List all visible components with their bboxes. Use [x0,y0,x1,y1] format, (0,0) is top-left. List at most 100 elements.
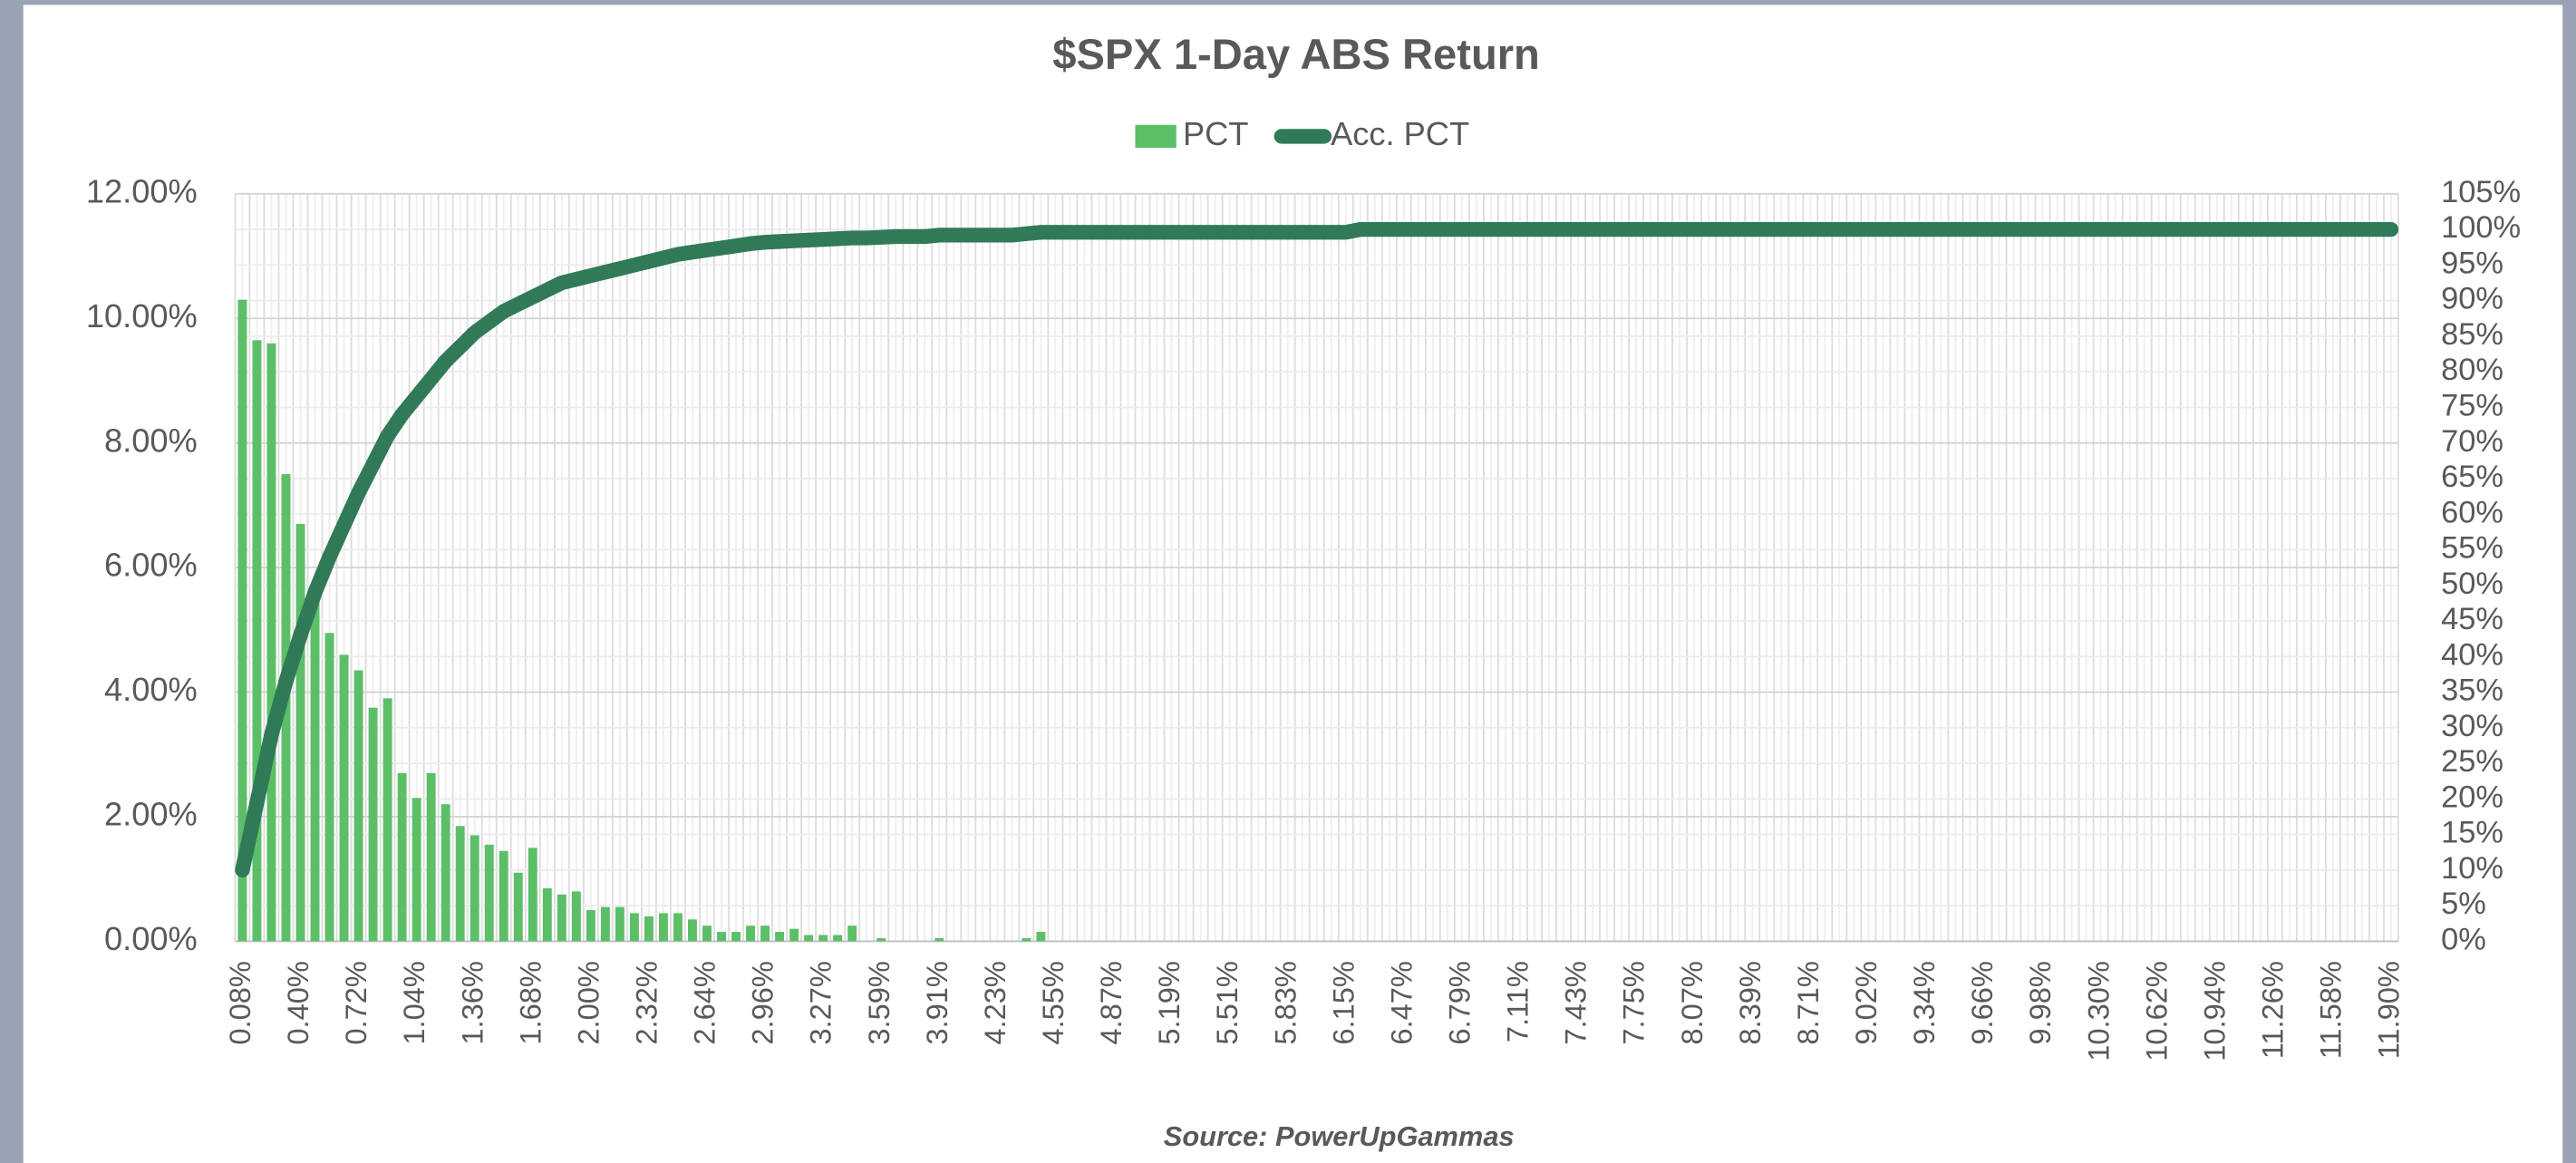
bar [455,826,465,942]
x-tick-label: 2.64% [688,961,721,1044]
bar [266,343,276,942]
cumulative-line [235,221,2399,877]
chart-background [23,5,2563,1163]
bar [339,654,349,942]
x-tick-label: 5.19% [1152,961,1186,1044]
x-tick-label: 2.96% [746,961,780,1044]
y2-tick-label: 20% [2441,780,2503,814]
bar [586,910,596,942]
bar [746,926,755,942]
y2-tick-label: 85% [2441,317,2503,352]
legend-label: Acc. PCT [1331,115,1469,152]
x-tick-label: 4.55% [1036,961,1070,1044]
bar [717,932,726,942]
y2-tick-label: 80% [2441,353,2503,387]
bar [310,598,320,942]
y2-tick-label: 70% [2441,424,2503,459]
bar [847,926,857,942]
bar [324,633,334,942]
y2-tick-label: 65% [2441,460,2503,494]
bar [760,926,770,942]
bar [412,798,421,942]
bar [629,913,639,942]
bar [295,523,305,942]
bar [499,850,508,942]
bar [542,887,552,942]
x-tick-label: 3.91% [920,961,954,1044]
x-tick-label: 8.39% [1733,961,1767,1044]
bar [615,906,625,942]
y2-tick-label: 90% [2441,282,2503,316]
bar [731,932,741,942]
y-tick-label: 4.00% [104,671,198,708]
legend-swatch [1135,124,1177,149]
bar [383,698,392,942]
bar [804,935,814,942]
y2-tick-label: 10% [2441,851,2503,886]
x-tick-label: 5.51% [1210,961,1244,1044]
x-tick-label: 2.00% [571,961,605,1044]
x-tick-label: 7.11% [1501,961,1535,1042]
bar [237,299,247,942]
x-tick-label: 6.79% [1442,961,1476,1044]
y-tick-label: 8.00% [104,422,198,459]
bar [528,848,537,942]
bar [876,937,886,942]
x-tick-label: 1.36% [455,961,489,1044]
x-tick-label: 10.30% [2081,961,2115,1061]
bar [353,670,363,942]
chart-title: $SPX 1-Day ABS Return [1052,30,1540,78]
bar [833,935,843,942]
x-tick-label: 0.08% [223,961,257,1044]
bar [935,937,944,942]
y2-tick-label: 50% [2441,567,2503,601]
x-tick-label: 9.02% [1849,961,1883,1044]
x-tick-label: 0.72% [339,961,373,1044]
bar [441,804,450,942]
bar [484,844,494,942]
y2-tick-label: 30% [2441,709,2503,743]
legend-label: PCT [1183,115,1248,152]
bar [644,916,654,942]
y2-tick-label: 0% [2441,922,2486,956]
x-tick-label: 0.40% [281,961,315,1044]
y2-tick-label: 55% [2441,531,2503,566]
x-tick-label: 6.47% [1384,961,1418,1044]
x-tick-label: 7.75% [1617,961,1651,1044]
bar [368,707,378,942]
bar [397,772,407,942]
x-tick-label: 8.07% [1675,961,1709,1044]
y-tick-label: 6.00% [104,547,198,584]
x-tick-label: 8.71% [1791,961,1825,1044]
bar [426,772,436,942]
y2-tick-label: 25% [2441,744,2503,779]
y2-tick-label: 100% [2441,210,2521,245]
bar [687,919,697,942]
plot-area [235,221,2399,942]
bar [702,926,712,942]
x-tick-label: 10.62% [2139,961,2173,1061]
x-tick-label: 1.04% [397,961,431,1044]
y2-tick-label: 15% [2441,816,2503,850]
bar [658,913,668,942]
x-tick-label: 11.26% [2255,961,2289,1059]
bar [818,935,828,942]
bar [252,340,262,942]
bar [600,906,610,942]
x-tick-label: 11.58% [2314,961,2348,1059]
x-tick-label: 9.98% [2023,961,2057,1044]
x-tick-label: 4.23% [978,961,1012,1044]
y2-tick-label: 5% [2441,887,2486,921]
bar [557,894,567,942]
bar [1022,937,1031,942]
x-tick-label: 3.59% [862,961,896,1044]
y2-tick-label: 40% [2441,637,2503,672]
x-tick-label: 5.83% [1268,961,1302,1044]
y-tick-label: 2.00% [104,796,198,833]
source-note: Source: PowerUpGammas [1164,1120,1515,1152]
x-tick-label: 6.15% [1326,961,1360,1044]
x-tick-label: 1.68% [513,961,547,1044]
y-tick-label: 0.00% [104,920,198,957]
legend: PCT Acc. PCT [1135,115,1469,152]
